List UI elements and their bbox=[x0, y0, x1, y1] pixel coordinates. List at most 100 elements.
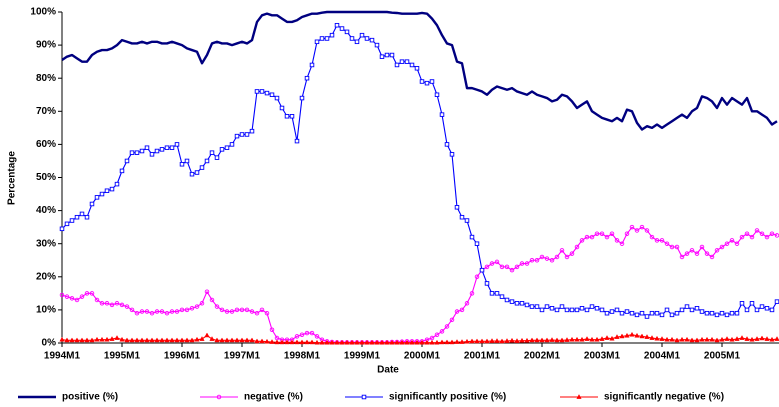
marker bbox=[509, 267, 515, 273]
marker bbox=[294, 138, 300, 144]
marker bbox=[449, 317, 455, 323]
marker bbox=[559, 304, 565, 309]
marker bbox=[689, 248, 695, 253]
marker bbox=[419, 79, 425, 84]
marker bbox=[704, 336, 710, 342]
marker bbox=[134, 337, 140, 343]
marker bbox=[454, 309, 460, 314]
marker bbox=[354, 39, 360, 45]
marker bbox=[439, 329, 445, 334]
marker bbox=[184, 158, 190, 164]
marker bbox=[84, 214, 90, 220]
marker bbox=[554, 307, 560, 313]
marker bbox=[684, 251, 690, 256]
marker bbox=[589, 304, 595, 309]
marker bbox=[679, 336, 685, 342]
marker bbox=[759, 231, 765, 237]
marker bbox=[361, 394, 367, 400]
marker bbox=[359, 32, 365, 38]
marker bbox=[579, 238, 585, 243]
marker bbox=[739, 335, 745, 340]
marker bbox=[394, 62, 400, 68]
marker bbox=[209, 336, 215, 341]
marker bbox=[559, 248, 565, 253]
marker bbox=[249, 128, 255, 134]
marker bbox=[64, 337, 70, 343]
marker bbox=[654, 238, 660, 243]
marker bbox=[534, 337, 540, 343]
marker bbox=[189, 171, 195, 177]
marker bbox=[119, 168, 125, 174]
series-markers bbox=[59, 331, 779, 345]
marker bbox=[279, 339, 285, 345]
marker bbox=[339, 339, 345, 345]
marker bbox=[74, 337, 80, 343]
marker bbox=[654, 310, 660, 316]
marker bbox=[69, 337, 75, 343]
marker bbox=[259, 307, 265, 313]
marker bbox=[334, 22, 340, 28]
x-tick-label: 2003M1 bbox=[584, 351, 621, 362]
marker bbox=[114, 301, 120, 306]
marker bbox=[584, 234, 590, 240]
marker bbox=[216, 394, 222, 400]
marker bbox=[414, 66, 420, 71]
marker bbox=[119, 302, 125, 308]
marker bbox=[609, 309, 615, 314]
marker bbox=[569, 307, 575, 313]
series-line bbox=[61, 10, 778, 131]
marker bbox=[159, 147, 165, 152]
marker bbox=[344, 29, 350, 35]
marker bbox=[329, 32, 335, 38]
marker bbox=[644, 334, 650, 339]
marker bbox=[369, 339, 375, 345]
marker bbox=[599, 231, 605, 237]
marker bbox=[314, 334, 320, 339]
marker bbox=[564, 254, 570, 260]
marker bbox=[459, 214, 465, 220]
marker bbox=[714, 248, 720, 253]
marker bbox=[639, 224, 645, 230]
marker bbox=[444, 324, 450, 329]
marker bbox=[634, 228, 640, 233]
x-axis-label: Date bbox=[377, 365, 399, 376]
marker bbox=[384, 52, 390, 58]
marker bbox=[239, 307, 245, 313]
marker bbox=[99, 191, 105, 197]
marker bbox=[234, 133, 240, 139]
marker bbox=[619, 241, 625, 246]
marker bbox=[759, 335, 765, 341]
marker bbox=[229, 142, 235, 147]
x-tick-label: 2004M1 bbox=[644, 351, 681, 362]
marker bbox=[59, 292, 65, 298]
marker bbox=[519, 337, 525, 343]
marker bbox=[369, 37, 375, 43]
marker bbox=[324, 36, 330, 41]
marker bbox=[334, 339, 340, 345]
marker bbox=[169, 145, 175, 150]
marker bbox=[604, 234, 610, 240]
y-tick-label: 50% bbox=[36, 172, 56, 183]
marker bbox=[494, 259, 500, 265]
y-tick-label: 30% bbox=[36, 238, 56, 249]
marker bbox=[764, 336, 770, 341]
marker bbox=[609, 231, 615, 237]
marker bbox=[104, 188, 110, 193]
marker bbox=[549, 305, 555, 311]
marker bbox=[504, 297, 510, 303]
marker bbox=[674, 310, 680, 316]
marker bbox=[479, 267, 485, 273]
marker bbox=[624, 309, 630, 314]
marker bbox=[569, 251, 575, 256]
marker bbox=[249, 309, 255, 314]
marker bbox=[109, 186, 115, 192]
marker bbox=[549, 337, 555, 342]
y-tick-label: 10% bbox=[36, 305, 56, 316]
marker bbox=[104, 301, 110, 306]
marker bbox=[219, 337, 225, 343]
marker bbox=[684, 304, 690, 309]
marker bbox=[499, 264, 505, 270]
marker bbox=[554, 337, 560, 343]
marker bbox=[109, 302, 115, 308]
